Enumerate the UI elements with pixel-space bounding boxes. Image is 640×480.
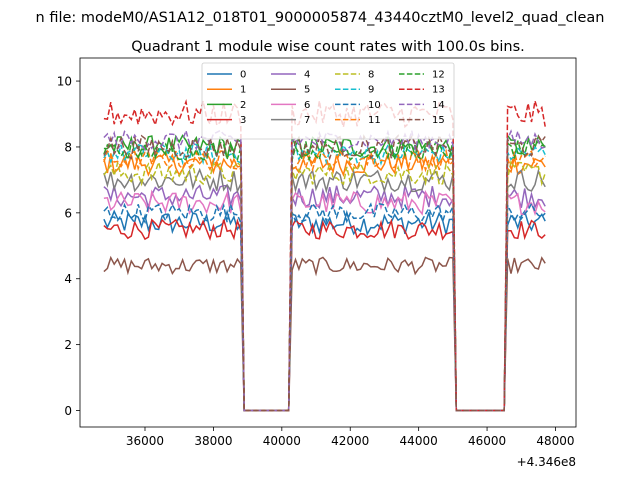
- axes-frame: [79, 57, 577, 428]
- legend-item-4: 4: [271, 70, 310, 81]
- legend-label: 11: [368, 115, 381, 126]
- series-line-0: [103, 209, 546, 412]
- axes-border: [79, 57, 577, 428]
- legend-item-2: 2: [207, 100, 246, 111]
- chart-suptitle: n file: modeM0/AS1A12_018T01_9000005874_…: [36, 10, 605, 26]
- series-line-1: [103, 149, 546, 412]
- y-tick-label: 2: [64, 338, 72, 352]
- y-axis: 0 2 4 6 8 10: [57, 75, 80, 418]
- legend-item-10: 10: [335, 100, 381, 111]
- series-line-2: [103, 133, 546, 412]
- y-tick-label: 0: [64, 404, 72, 418]
- legend-label: 13: [432, 85, 445, 96]
- legend-label: 12: [432, 70, 445, 81]
- legend-item-5: 5: [271, 85, 310, 96]
- legend-label: 6: [304, 100, 310, 111]
- x-tick-label: 48000: [536, 434, 574, 448]
- series-line-15: [103, 132, 546, 412]
- legend-label: 2: [240, 100, 246, 111]
- series-line-11: [103, 148, 546, 412]
- legend-label: 10: [368, 100, 381, 111]
- legend-item-8: 8: [335, 70, 374, 81]
- x-tick-label: 38000: [194, 434, 232, 448]
- legend-label: 3: [240, 115, 246, 126]
- legend-item-15: 15: [399, 115, 445, 126]
- x-tick-label: 36000: [126, 434, 164, 448]
- legend-item-11: 11: [335, 115, 381, 126]
- legend-item-1: 1: [207, 85, 246, 96]
- x-tick-label: 46000: [468, 434, 506, 448]
- legend-label: 9: [368, 85, 374, 96]
- legend-item-14: 14: [399, 100, 445, 111]
- legend-item-3: 3: [207, 115, 246, 126]
- y-tick-label: 10: [57, 75, 72, 89]
- legend-item-6: 6: [271, 100, 310, 111]
- legend-box: [201, 62, 455, 140]
- legend-item-7: 7: [271, 115, 310, 126]
- legend-item-0: 0: [207, 70, 246, 81]
- x-tick-label: 40000: [263, 434, 301, 448]
- legend-label: 5: [304, 85, 310, 96]
- x-tick-label: 42000: [331, 434, 369, 448]
- y-tick-label: 4: [64, 272, 72, 286]
- series-line-5: [103, 255, 546, 412]
- x-offset-label: +4.346e8: [517, 455, 576, 469]
- x-tick-label: 44000: [400, 434, 438, 448]
- series-line-3: [103, 218, 546, 412]
- series-line-10: [103, 201, 546, 412]
- legend-label: 1: [240, 85, 246, 96]
- legend-label: 0: [240, 70, 246, 81]
- y-tick-label: 6: [64, 206, 72, 220]
- x-axis: 36000 38000 40000 42000 44000 46000 48000: [126, 427, 575, 448]
- legend-label: 8: [368, 70, 374, 81]
- y-tick-label: 8: [64, 140, 72, 154]
- legend-label: 14: [432, 100, 445, 111]
- legend-label: 15: [432, 115, 445, 126]
- series-line-12: [103, 139, 546, 412]
- legend-label: 7: [304, 115, 310, 126]
- plot-area: [103, 98, 546, 412]
- chart-title: Quadrant 1 module wise count rates with …: [131, 39, 525, 55]
- legend-item-9: 9: [335, 85, 374, 96]
- legend-item-13: 13: [399, 85, 445, 96]
- legend-item-12: 12: [399, 70, 445, 81]
- legend-label: 4: [304, 70, 310, 81]
